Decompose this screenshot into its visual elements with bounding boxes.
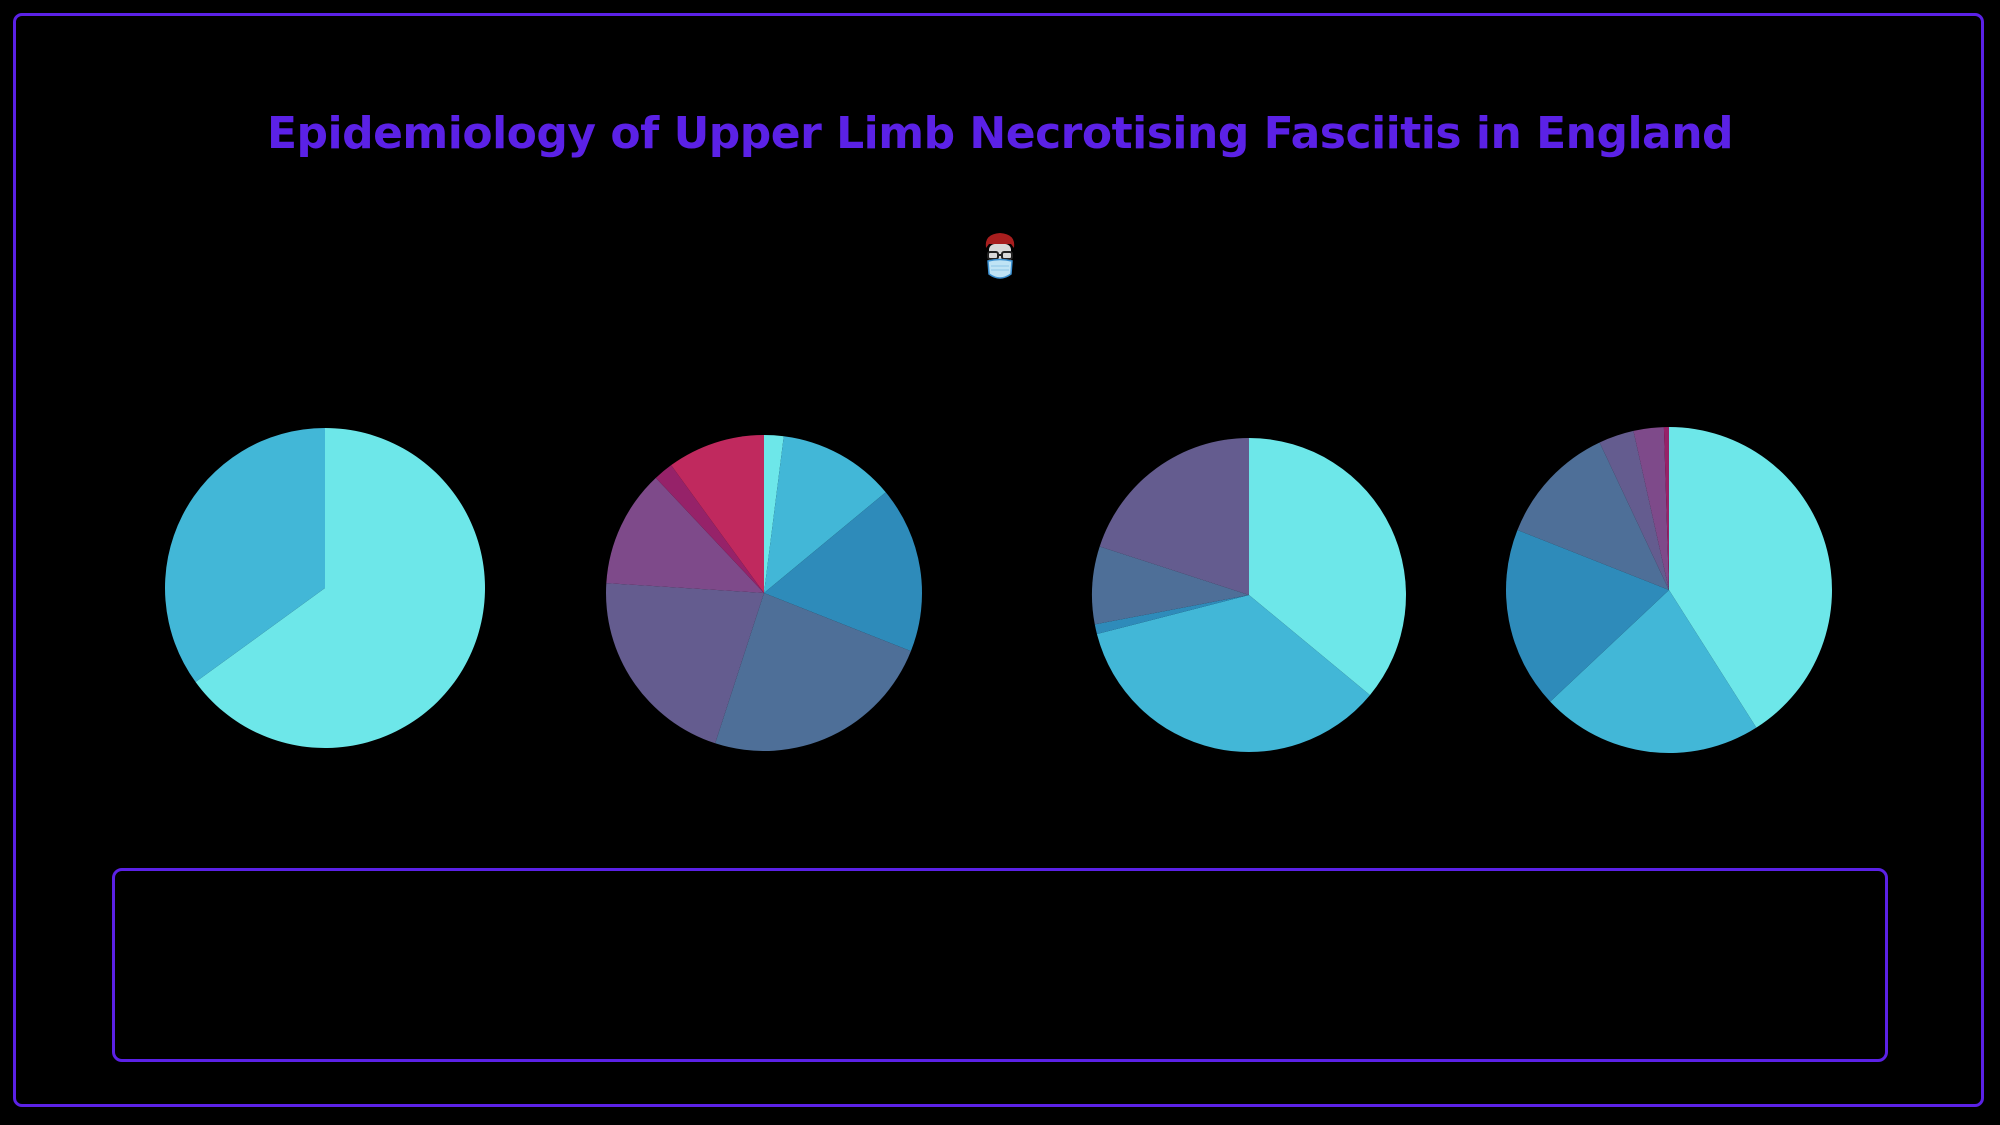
page-title: Epidemiology of Upper Limb Necrotising F… [266, 108, 1734, 159]
pie-chart-1 [165, 428, 485, 748]
pie-slice [1599, 430, 1669, 590]
pie-slice [1550, 590, 1757, 753]
pie-slice [655, 465, 764, 593]
pie-slice [165, 428, 325, 683]
pie-slice [715, 593, 911, 751]
pie-slice [764, 436, 886, 593]
pie-slice [1506, 529, 1669, 702]
pie-slice [1094, 595, 1249, 635]
pie-slice [606, 583, 764, 744]
masked-doctor-avatar-icon [985, 233, 1015, 279]
pie-slice [764, 492, 923, 652]
pie-slice [1091, 546, 1249, 625]
pie-slice [1249, 438, 1406, 696]
pie-slice [1633, 427, 1669, 590]
pie-slice [606, 477, 764, 593]
pie-slice [1096, 595, 1370, 752]
pie-chart-3 [1091, 438, 1406, 752]
pie-slice [764, 435, 784, 593]
pie-slice [1099, 438, 1249, 595]
pie-slice [195, 428, 485, 748]
outer-frame [13, 13, 1984, 1107]
pie-slice [1663, 427, 1669, 590]
pie-slice [671, 435, 764, 593]
pie-chart-4 [1506, 427, 1832, 753]
pie-slice [1517, 442, 1669, 590]
pie-slice [1669, 427, 1832, 728]
footer-panel [112, 868, 1888, 1062]
pie-chart-2 [606, 435, 923, 751]
